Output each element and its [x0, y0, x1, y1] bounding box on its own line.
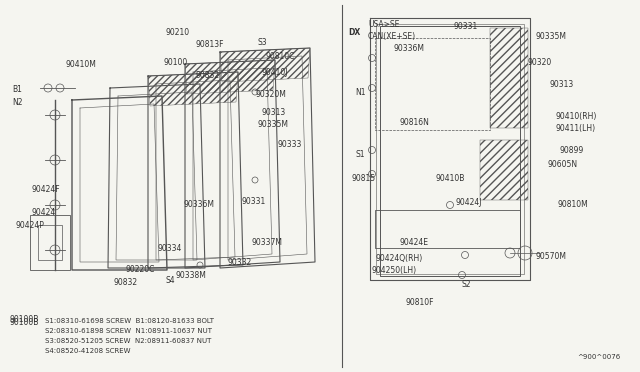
- Text: 90410(RH): 90410(RH): [556, 112, 597, 121]
- Bar: [375, 210, 520, 248]
- Text: 90337M: 90337M: [252, 238, 283, 247]
- Text: S2: S2: [462, 280, 472, 289]
- Text: 90100: 90100: [163, 58, 188, 67]
- Text: 90570M: 90570M: [535, 252, 566, 261]
- Text: S4: S4: [166, 276, 175, 285]
- Text: ^900^0076: ^900^0076: [577, 354, 620, 360]
- Bar: [375, 38, 490, 130]
- Text: USA>SE: USA>SE: [368, 20, 399, 29]
- Text: 90816N: 90816N: [399, 118, 429, 127]
- Bar: [490, 28, 528, 128]
- Text: 90810C: 90810C: [265, 52, 294, 61]
- Text: 90320M: 90320M: [256, 90, 287, 99]
- Text: 90832: 90832: [113, 278, 137, 287]
- Text: 90332: 90332: [228, 258, 252, 267]
- Text: 90410M: 90410M: [65, 60, 96, 69]
- Text: 90810M: 90810M: [557, 200, 588, 209]
- Text: S3: S3: [258, 38, 268, 47]
- Text: 90410B: 90410B: [435, 174, 465, 183]
- Text: 90338M: 90338M: [175, 271, 206, 280]
- Text: 90411(LH): 90411(LH): [556, 124, 596, 133]
- Bar: [376, 24, 524, 274]
- Text: 90810F: 90810F: [405, 298, 433, 307]
- Text: 90424E: 90424E: [400, 238, 429, 247]
- Text: 90335M: 90335M: [258, 120, 289, 129]
- Text: 90220C: 90220C: [126, 265, 156, 274]
- Text: N2: N2: [12, 98, 22, 107]
- Text: 90832: 90832: [195, 71, 219, 80]
- Bar: [30, 215, 70, 270]
- Text: 90331: 90331: [242, 197, 266, 206]
- Text: 90313: 90313: [550, 80, 574, 89]
- Text: 90313: 90313: [262, 108, 286, 117]
- Text: 90424J: 90424J: [455, 198, 481, 207]
- Text: S4:08520-41208 SCREW: S4:08520-41208 SCREW: [45, 348, 131, 354]
- Bar: [480, 140, 528, 200]
- Text: B1: B1: [12, 85, 22, 94]
- Text: 90334: 90334: [157, 244, 181, 253]
- Text: 90336M: 90336M: [183, 200, 214, 209]
- Text: 90336M: 90336M: [393, 44, 424, 53]
- Text: 90899: 90899: [560, 146, 584, 155]
- Text: 90424Q(RH): 90424Q(RH): [376, 254, 423, 263]
- Text: 90210: 90210: [166, 28, 190, 37]
- Text: 90335M: 90335M: [535, 32, 566, 41]
- Text: 90331: 90331: [453, 22, 477, 31]
- Text: 90100B: 90100B: [10, 315, 40, 324]
- Text: 90320: 90320: [528, 58, 552, 67]
- Text: S3:08520-51205 SCREW  N2:08911-60837 NUT: S3:08520-51205 SCREW N2:08911-60837 NUT: [45, 338, 211, 344]
- Text: 90605N: 90605N: [547, 160, 577, 169]
- Text: 90813F: 90813F: [196, 40, 225, 49]
- Text: 90100B: 90100B: [10, 318, 40, 327]
- Text: 90424P: 90424P: [16, 221, 45, 230]
- Bar: [38, 225, 62, 260]
- Text: CAN(XE+SE): CAN(XE+SE): [368, 32, 416, 41]
- Text: DX: DX: [348, 28, 360, 37]
- Text: S2:08310-61898 SCREW  N1:08911-10637 NUT: S2:08310-61898 SCREW N1:08911-10637 NUT: [45, 328, 212, 334]
- Text: S1:08310-61698 SCREW  B1:08120-81633 BOLT: S1:08310-61698 SCREW B1:08120-81633 BOLT: [45, 318, 214, 324]
- Text: 90333: 90333: [278, 140, 302, 149]
- Text: S1: S1: [355, 150, 365, 159]
- Bar: [380, 26, 520, 276]
- Text: 90424F: 90424F: [32, 185, 61, 194]
- Text: 90410J: 90410J: [262, 68, 289, 77]
- Text: 904250(LH): 904250(LH): [372, 266, 417, 275]
- Text: 90424: 90424: [32, 208, 56, 217]
- Text: N1: N1: [355, 88, 365, 97]
- Text: 90815: 90815: [352, 174, 376, 183]
